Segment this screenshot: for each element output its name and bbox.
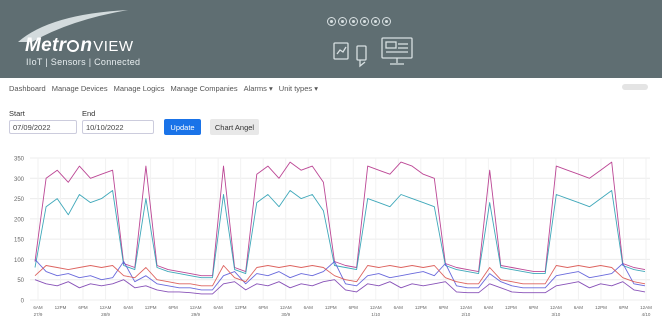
x-tick-label: 6PM xyxy=(168,305,178,310)
x-tick-label: 12AM xyxy=(280,305,292,310)
x-tick-date-label: 28/9 xyxy=(101,312,110,317)
device-icon xyxy=(382,17,391,26)
series-line xyxy=(34,190,646,279)
start-date-input[interactable] xyxy=(9,120,77,134)
series-line xyxy=(34,279,646,295)
user-avatar-icon xyxy=(622,84,648,90)
logo-brand-text-end: n xyxy=(80,35,93,56)
chevron-down-icon: ▾ xyxy=(269,84,273,93)
logo-o-icon xyxy=(67,40,80,52)
nav-manage-companies[interactable]: Manage Companies xyxy=(170,84,238,93)
cloud-icon xyxy=(360,17,369,26)
x-tick-label: 6PM xyxy=(78,305,88,310)
chart-icon xyxy=(371,17,380,26)
x-tick-label: 6AM xyxy=(123,305,133,310)
y-tick-label: 300 xyxy=(14,177,25,183)
chart-angel-button[interactable]: Chart Angel xyxy=(210,119,259,135)
x-tick-label: 6AM xyxy=(304,305,314,310)
chevron-down-icon: ▾ xyxy=(314,84,318,93)
main-nav: Dashboard Manage Devices Manage Logics M… xyxy=(9,84,318,93)
y-tick-label: 100 xyxy=(14,258,25,264)
nav-alarms-label: Alarms xyxy=(243,84,267,93)
logo-view-text: VIEW xyxy=(93,38,134,55)
x-tick-date-label: 3/10 xyxy=(552,312,561,317)
gear-icon xyxy=(327,17,336,26)
logo-brand-text: Metr xyxy=(25,35,67,56)
logo-tagline: IIoT | Sensors | Connected xyxy=(26,57,141,67)
series-line xyxy=(34,259,646,291)
series-line xyxy=(34,161,646,277)
nav-manage-logics[interactable]: Manage Logics xyxy=(113,84,165,93)
end-label: End xyxy=(82,109,96,118)
x-tick-date-label: 30/9 xyxy=(281,312,290,317)
wifi-icon xyxy=(349,17,358,26)
x-tick-label: 12PM xyxy=(595,305,607,310)
x-tick-label: 6AM xyxy=(574,305,584,310)
x-tick-label: 6AM xyxy=(33,305,43,310)
x-tick-label: 12AM xyxy=(550,305,562,310)
x-tick-label: 6AM xyxy=(214,305,224,310)
y-tick-label: 0 xyxy=(21,299,25,305)
x-tick-date-label: 2/10 xyxy=(461,312,470,317)
x-tick-label: 12AM xyxy=(460,305,472,310)
x-tick-label: 6PM xyxy=(619,305,629,310)
x-tick-label: 12PM xyxy=(505,305,517,310)
nav-unit-types-label: Unit types xyxy=(278,84,313,93)
target-icon xyxy=(338,17,347,26)
x-tick-label: 12PM xyxy=(145,305,157,310)
x-tick-label: 6AM xyxy=(484,305,494,310)
y-tick-label: 50 xyxy=(17,278,24,284)
y-tick-label: 150 xyxy=(14,238,25,244)
nav-unit-types-dropdown[interactable]: Unit types ▾ xyxy=(279,84,318,93)
x-tick-date-label: 1/10 xyxy=(371,312,380,317)
app-logo: Metr nVIEW xyxy=(25,35,134,57)
x-tick-label: 12PM xyxy=(235,305,247,310)
x-tick-date-label: 4/10 xyxy=(642,312,651,317)
line-chart: 0 50 100 150 200 250 300 350 6AM 27/9 12PM 6PM 12AM 2… xyxy=(14,157,652,318)
x-tick-label: 6PM xyxy=(529,305,539,310)
user-menu[interactable] xyxy=(622,84,648,92)
x-tick-date-label: 29/9 xyxy=(191,312,200,317)
y-tick-label: 250 xyxy=(14,197,25,203)
nav-manage-devices[interactable]: Manage Devices xyxy=(51,84,108,93)
x-tick-label: 12AM xyxy=(100,305,112,310)
x-tick-label: 6PM xyxy=(439,305,449,310)
x-tick-label: 12AM xyxy=(640,305,652,310)
x-tick-label: 12AM xyxy=(370,305,382,310)
nav-dashboard[interactable]: Dashboard xyxy=(9,84,46,93)
app-header: Metr nVIEW IIoT | Sensors | Connected xyxy=(0,0,662,78)
x-tick-date-label: 27/9 xyxy=(34,312,43,317)
x-tick-label: 12PM xyxy=(415,305,427,310)
x-tick-label: 12PM xyxy=(325,305,337,310)
y-tick-label: 200 xyxy=(14,217,25,223)
series-line xyxy=(34,265,646,287)
start-label: Start xyxy=(9,109,25,118)
nav-alarms-dropdown[interactable]: Alarms ▾ xyxy=(244,84,273,93)
y-tick-label: 350 xyxy=(14,157,25,163)
x-tick-label: 12AM xyxy=(190,305,202,310)
devices-illustration-icon xyxy=(333,37,413,68)
x-tick-label: 6AM xyxy=(394,305,404,310)
x-tick-label: 6PM xyxy=(349,305,359,310)
end-date-input[interactable] xyxy=(82,120,154,134)
logo-swoosh-icon xyxy=(18,10,128,42)
x-tick-label: 12PM xyxy=(55,305,67,310)
header-icon-row xyxy=(327,17,391,26)
update-button[interactable]: Update xyxy=(164,119,201,135)
x-tick-label: 6PM xyxy=(259,305,269,310)
